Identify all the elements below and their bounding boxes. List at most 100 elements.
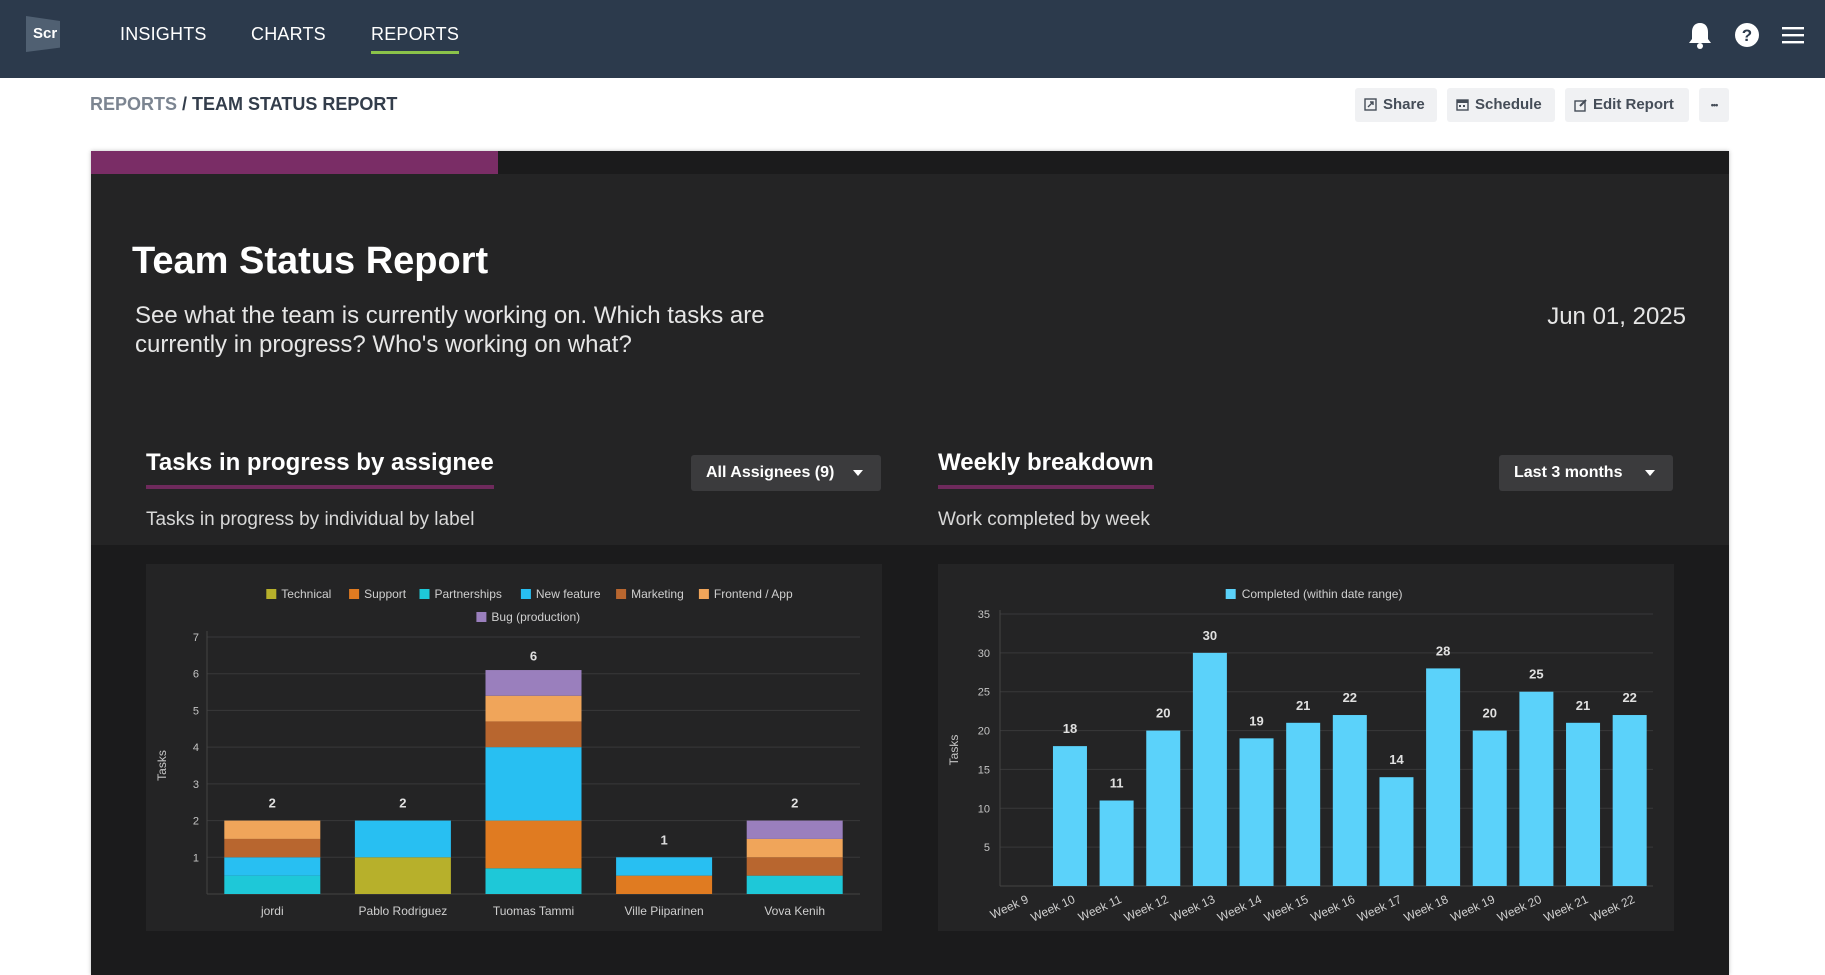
bar-segment-new-feature	[485, 747, 582, 821]
assignee-filter-dropdown[interactable]: All Assignees (9)	[691, 455, 881, 491]
edit-report-button[interactable]: Edit Report	[1565, 88, 1689, 122]
svg-text:?: ?	[1742, 26, 1752, 45]
weekly-chart-svg: Completed (within date range) 5 10 15 20 25 30…	[947, 587, 1653, 925]
bar-total-label: 2	[269, 796, 276, 811]
x-tick-label: Week 11	[1076, 892, 1124, 924]
y-tick-label: 6	[193, 669, 199, 681]
legend-label-technical: Technical	[281, 587, 331, 601]
bar-value-label: 20	[1156, 706, 1170, 721]
y-tick-label: 4	[193, 742, 199, 754]
bar-segment-support	[485, 820, 582, 869]
legend-label-frontend-app: Frontend / App	[714, 587, 793, 601]
top-nav-bar: Scr INSIGHTS CHARTS REPORTS ?	[0, 0, 1825, 78]
more-options-button[interactable]: •••	[1699, 88, 1729, 122]
legend-label-new-feature: New feature	[536, 587, 601, 601]
bar-week-11	[1099, 800, 1134, 886]
calendar-icon	[1456, 99, 1469, 111]
x-tick-label: Week 18	[1402, 892, 1451, 925]
legend-swatch-marketing	[616, 589, 627, 599]
chevron-down-icon	[853, 470, 863, 476]
legend-swatch-support	[349, 589, 360, 599]
bar-total-label: 2	[399, 796, 406, 811]
bar-week-18	[1426, 668, 1461, 886]
bar-week-14	[1239, 738, 1274, 886]
assignee-filter-value: All Assignees (9)	[706, 464, 835, 481]
legend-label-marketing: Marketing	[631, 587, 684, 601]
chevron-down-icon	[1645, 470, 1655, 476]
assignee-panel-title: Tasks in progress by assignee	[146, 449, 494, 489]
y-axis-label: Tasks	[155, 750, 169, 781]
bar-segment-support	[616, 875, 713, 894]
x-tick-label: Week 15	[1262, 892, 1311, 925]
x-tick-label: Week 13	[1169, 892, 1218, 925]
bar-segment-frontend-app	[746, 838, 843, 858]
report-accent-bar	[91, 151, 498, 174]
date-range-dropdown[interactable]: Last 3 months	[1499, 455, 1673, 491]
legend-label-partnerships: Partnerships	[435, 587, 502, 601]
report-title: Team Status Report	[132, 240, 489, 282]
bar-value-label: 30	[1203, 628, 1217, 643]
x-tick-label: Pablo Rodriguez	[359, 904, 448, 918]
bar-value-label: 21	[1296, 698, 1310, 713]
weekly-panel-subtitle: Work completed by week	[938, 509, 1150, 530]
bar-value-label: 25	[1529, 667, 1543, 682]
nav-tab-insights[interactable]: INSIGHTS	[120, 24, 207, 44]
x-tick-label: Week 10	[1029, 892, 1078, 925]
menu-icon[interactable]	[1779, 20, 1807, 50]
nav-tab-reports[interactable]: REPORTS	[371, 24, 460, 54]
bar-segment-bug-production	[746, 820, 843, 839]
y-tick-label: 5	[193, 705, 199, 717]
legend-swatch-partnerships	[419, 589, 430, 599]
bar-week-17	[1379, 777, 1414, 886]
share-button[interactable]: Share	[1355, 88, 1437, 122]
assignee-panel-subtitle: Tasks in progress by individual by label	[146, 509, 475, 530]
y-tick-label: 1	[193, 852, 199, 864]
bar-segment-frontend-app	[485, 695, 582, 722]
bar-week-21	[1566, 722, 1601, 886]
help-icon[interactable]: ?	[1733, 20, 1761, 50]
breadcrumb-separator: /	[177, 94, 193, 114]
nav-tab-charts[interactable]: CHARTS	[251, 24, 326, 44]
breadcrumb-reports-link[interactable]: REPORTS	[90, 94, 178, 114]
x-tick-label: Week 9	[988, 892, 1031, 922]
legend-swatch-completed	[1225, 589, 1236, 599]
x-tick-label: Week 12	[1122, 892, 1171, 925]
schedule-button[interactable]: Schedule	[1447, 88, 1555, 122]
weekly-chart: Completed (within date range) 5 10 15 20 25 30…	[938, 564, 1674, 931]
bell-icon[interactable]	[1686, 20, 1714, 50]
y-tick-label: 35	[978, 609, 990, 621]
y-tick-label: 7	[193, 632, 199, 644]
bar-segment-new-feature	[616, 857, 713, 876]
x-tick-label: Vova Kenih	[764, 904, 825, 918]
y-tick-label: 3	[193, 779, 199, 791]
legend-label-completed: Completed (within date range)	[1242, 587, 1403, 601]
report-header: Team Status Report See what the team is …	[91, 174, 1729, 545]
bar-total-label: 2	[791, 796, 798, 811]
x-tick-label: Week 14	[1215, 892, 1264, 925]
app-logo[interactable]: Scr	[26, 16, 60, 52]
bar-week-13	[1192, 652, 1227, 886]
y-tick-label: 20	[978, 726, 990, 738]
legend-label-support: Support	[364, 587, 407, 601]
x-tick-label: Tuomas Tammi	[493, 904, 574, 918]
bar-value-label: 21	[1576, 698, 1590, 713]
bar-segment-new-feature	[224, 857, 321, 876]
x-tick-label: Week 21	[1542, 892, 1591, 925]
y-tick-label: 30	[978, 648, 990, 660]
bar-value-label: 22	[1622, 690, 1636, 705]
report-date: Jun 01, 2025	[1547, 303, 1686, 330]
legend-label-bug-production: Bug (production)	[491, 610, 580, 624]
legend-swatch-frontend-app	[698, 589, 709, 599]
bar-segment-frontend-app	[224, 820, 321, 839]
y-axis-label: Tasks	[947, 735, 961, 766]
bar-value-label: 22	[1343, 690, 1357, 705]
bar-week-15	[1286, 722, 1321, 886]
share-label: Share	[1383, 96, 1425, 113]
bar-segment-marketing	[224, 838, 321, 858]
edit-report-label: Edit Report	[1593, 96, 1674, 113]
report-description: See what the team is currently working o…	[135, 302, 765, 358]
breadcrumb-current: TEAM STATUS REPORT	[192, 94, 398, 114]
bar-week-10	[1052, 746, 1087, 886]
legend-swatch-bug-production	[476, 612, 487, 622]
assignee-chart-svg: Technical Support Partnerships New feature M…	[155, 587, 860, 918]
